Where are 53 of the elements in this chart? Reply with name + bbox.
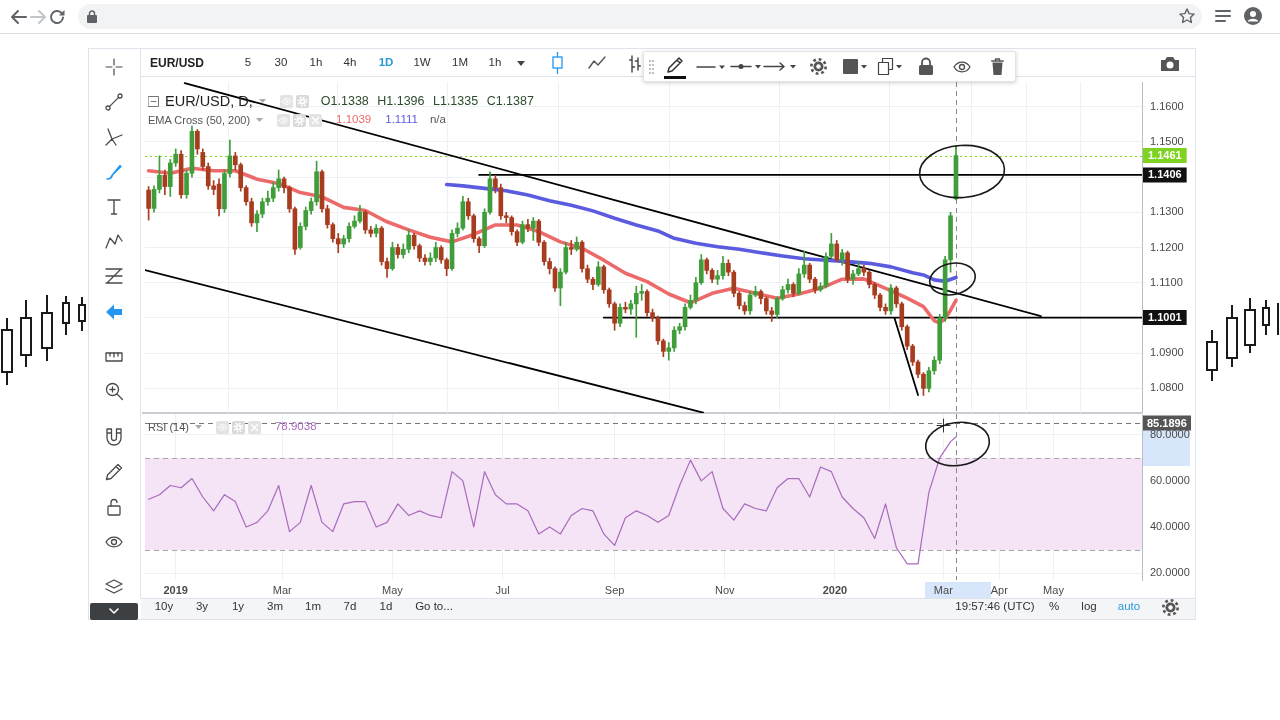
x-tick-label: Sep — [604, 583, 625, 596]
text: 1d — [379, 600, 393, 613]
text: 4h — [343, 56, 357, 69]
y-tick-label: 60.0000 — [1150, 473, 1190, 486]
text: 1D — [378, 56, 394, 69]
text: % — [1048, 600, 1060, 613]
text: EUR/USD — [150, 56, 205, 70]
annotation: 1.1406 — [1148, 168, 1182, 181]
legend-title: RSI (14) — [148, 420, 189, 433]
text: 1.1111 — [385, 113, 418, 126]
y-tick-label: 1.0900 — [1150, 346, 1184, 359]
x-tick-label: Jul — [495, 583, 510, 596]
y-tick-label: 1.1300 — [1150, 205, 1184, 218]
text: 3y — [195, 600, 209, 613]
annotation: n/a — [429, 113, 446, 126]
x-tick-label: Mar — [272, 583, 293, 596]
text: 78.9038 — [274, 420, 317, 433]
x-tick-label: 2020 — [822, 583, 848, 596]
legend-title: EMA Cross (50, 200) — [148, 113, 251, 126]
x-tick-label: Mar — [933, 583, 954, 596]
text: 10y — [154, 600, 174, 613]
y-tick-label: 1.1600 — [1150, 99, 1184, 112]
y-tick-label: 40.0000 — [1150, 520, 1190, 532]
y-tick-label: 80.0000 — [1150, 427, 1190, 440]
text: log — [1081, 600, 1097, 613]
text: 30 — [274, 56, 288, 69]
y-tick-label: 1.1200 — [1150, 240, 1184, 253]
y-tick-label: 1.1100 — [1150, 275, 1183, 288]
x-tick-label: 2019 — [163, 583, 188, 596]
x-tick-label: Apr — [990, 583, 1009, 596]
text: 1.1039 — [336, 113, 372, 126]
x-tick-label: May — [1043, 583, 1065, 596]
text: 1h — [309, 56, 323, 69]
x-tick-label: Nov — [715, 583, 736, 596]
text: 1M — [452, 56, 468, 69]
text: 1W — [413, 56, 431, 69]
text: 19:57:46 (UTC) — [955, 600, 1035, 613]
x-tick-label: May — [382, 583, 404, 596]
text: 1h — [488, 56, 502, 69]
annotation: 1.1001 — [1148, 311, 1182, 324]
y-tick-label: 1.1500 — [1150, 134, 1184, 147]
text: 85.1896 — [1143, 415, 1191, 430]
text: 1m — [305, 600, 321, 613]
text: 3m — [267, 600, 283, 613]
text: 1y — [231, 600, 245, 613]
y-tick-label: 1.0800 — [1150, 381, 1184, 394]
y-tick-label: 20.0000 — [1150, 566, 1190, 579]
text: 5 — [244, 56, 252, 69]
text: Go to... — [415, 600, 453, 613]
text: auto — [1117, 600, 1141, 613]
text: O1.1338 H1.1396 L1.1335 C1.1387 — [320, 93, 534, 108]
annotation: 1.1461 — [1148, 149, 1182, 162]
text: 7d — [343, 600, 357, 613]
